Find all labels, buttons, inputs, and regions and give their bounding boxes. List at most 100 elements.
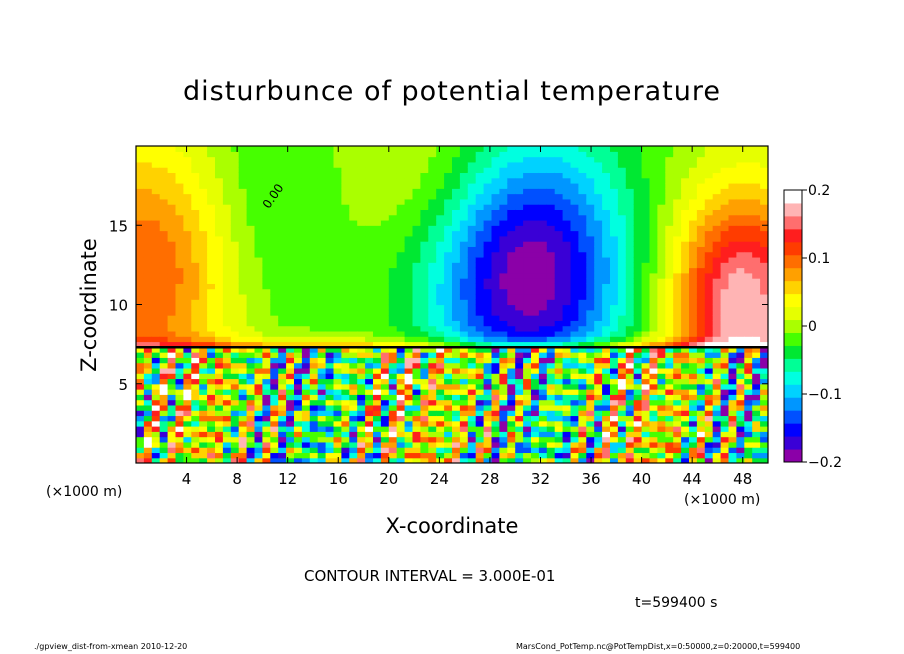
field-cell	[728, 293, 737, 300]
field-cell	[428, 241, 437, 247]
field-cell	[452, 336, 461, 343]
field-cell	[230, 341, 240, 348]
field-cell	[222, 346, 232, 353]
field-cell	[689, 373, 698, 380]
field-cell	[452, 267, 461, 274]
field-cell	[641, 309, 651, 316]
field-cell	[531, 251, 540, 258]
field-cell	[760, 404, 768, 411]
field-cell	[373, 225, 382, 232]
field-cell	[633, 299, 643, 306]
field-cell	[712, 362, 722, 369]
field-cell	[183, 336, 192, 343]
field-cell	[649, 167, 658, 174]
field-cell	[491, 182, 500, 189]
field-cell	[625, 436, 635, 443]
field-cell	[507, 431, 516, 438]
field-cell	[602, 383, 611, 390]
field-cell	[665, 352, 674, 358]
field-cell	[286, 378, 295, 385]
field-cell	[602, 288, 611, 295]
field-cell	[230, 156, 240, 163]
field-cell	[475, 230, 485, 237]
field-cell	[207, 457, 216, 463]
field-cell	[523, 188, 532, 195]
field-cell	[301, 182, 311, 189]
field-cell	[222, 315, 232, 321]
field-cell	[183, 299, 192, 306]
field-cell	[444, 188, 453, 195]
field-cell	[246, 420, 256, 427]
field-cell	[380, 389, 390, 395]
field-cell	[317, 352, 327, 358]
field-cell	[546, 304, 556, 311]
field-cell	[373, 357, 382, 364]
field-cell	[341, 167, 350, 174]
field-cell	[341, 278, 350, 284]
field-cell	[673, 241, 682, 247]
field-cell	[491, 404, 500, 411]
field-cell	[625, 447, 635, 454]
field-cell	[744, 346, 753, 353]
field-cell	[720, 230, 730, 237]
field-cell	[523, 352, 532, 358]
field-cell	[459, 309, 469, 316]
field-cell	[467, 330, 477, 337]
field-cell	[143, 325, 153, 332]
field-cell	[199, 230, 208, 237]
field-cell	[720, 288, 730, 295]
field-cell	[475, 177, 485, 184]
field-cell	[665, 177, 674, 184]
field-cell	[625, 225, 635, 232]
field-cell	[570, 241, 579, 247]
field-cell	[444, 230, 453, 237]
field-cell	[459, 235, 469, 242]
field-cell	[736, 177, 745, 184]
field-cell	[420, 309, 429, 316]
field-cell	[151, 325, 161, 332]
field-cell	[333, 161, 342, 168]
field-cell	[602, 283, 611, 290]
field-cell	[294, 420, 303, 427]
field-cell	[499, 320, 508, 327]
field-cell	[704, 188, 714, 195]
field-cell	[531, 415, 540, 422]
field-cell	[625, 267, 635, 274]
field-cell	[760, 246, 768, 253]
field-cell	[641, 315, 651, 321]
field-cell	[689, 367, 698, 374]
field-cell	[673, 288, 682, 295]
field-cell	[625, 309, 635, 316]
field-cell	[309, 246, 319, 253]
field-cell	[523, 198, 532, 205]
field-cell	[752, 426, 761, 432]
field-cell	[696, 177, 706, 184]
field-cell	[625, 161, 635, 168]
field-cell	[396, 320, 406, 327]
field-cell	[499, 267, 508, 274]
field-cell	[404, 246, 414, 253]
field-cell	[373, 262, 382, 269]
field-cell	[570, 394, 579, 401]
field-cell	[523, 151, 532, 158]
field-cell	[270, 230, 279, 237]
field-cell	[183, 293, 192, 300]
field-cell	[554, 151, 564, 158]
field-cell	[357, 415, 366, 422]
field-cell	[151, 172, 161, 179]
field-cell	[420, 198, 429, 205]
field-cell	[294, 447, 303, 454]
field-cell	[349, 283, 358, 290]
field-cell	[673, 230, 682, 237]
field-cell	[531, 341, 540, 348]
field-cell	[436, 278, 445, 284]
field-cell	[159, 362, 169, 369]
field-cell	[538, 293, 548, 300]
field-cell	[673, 389, 682, 395]
field-cell	[309, 146, 319, 152]
field-cell	[689, 357, 698, 364]
field-cell	[151, 214, 161, 221]
field-cell	[602, 336, 611, 343]
field-cell	[420, 415, 429, 422]
field-cell	[270, 182, 279, 189]
